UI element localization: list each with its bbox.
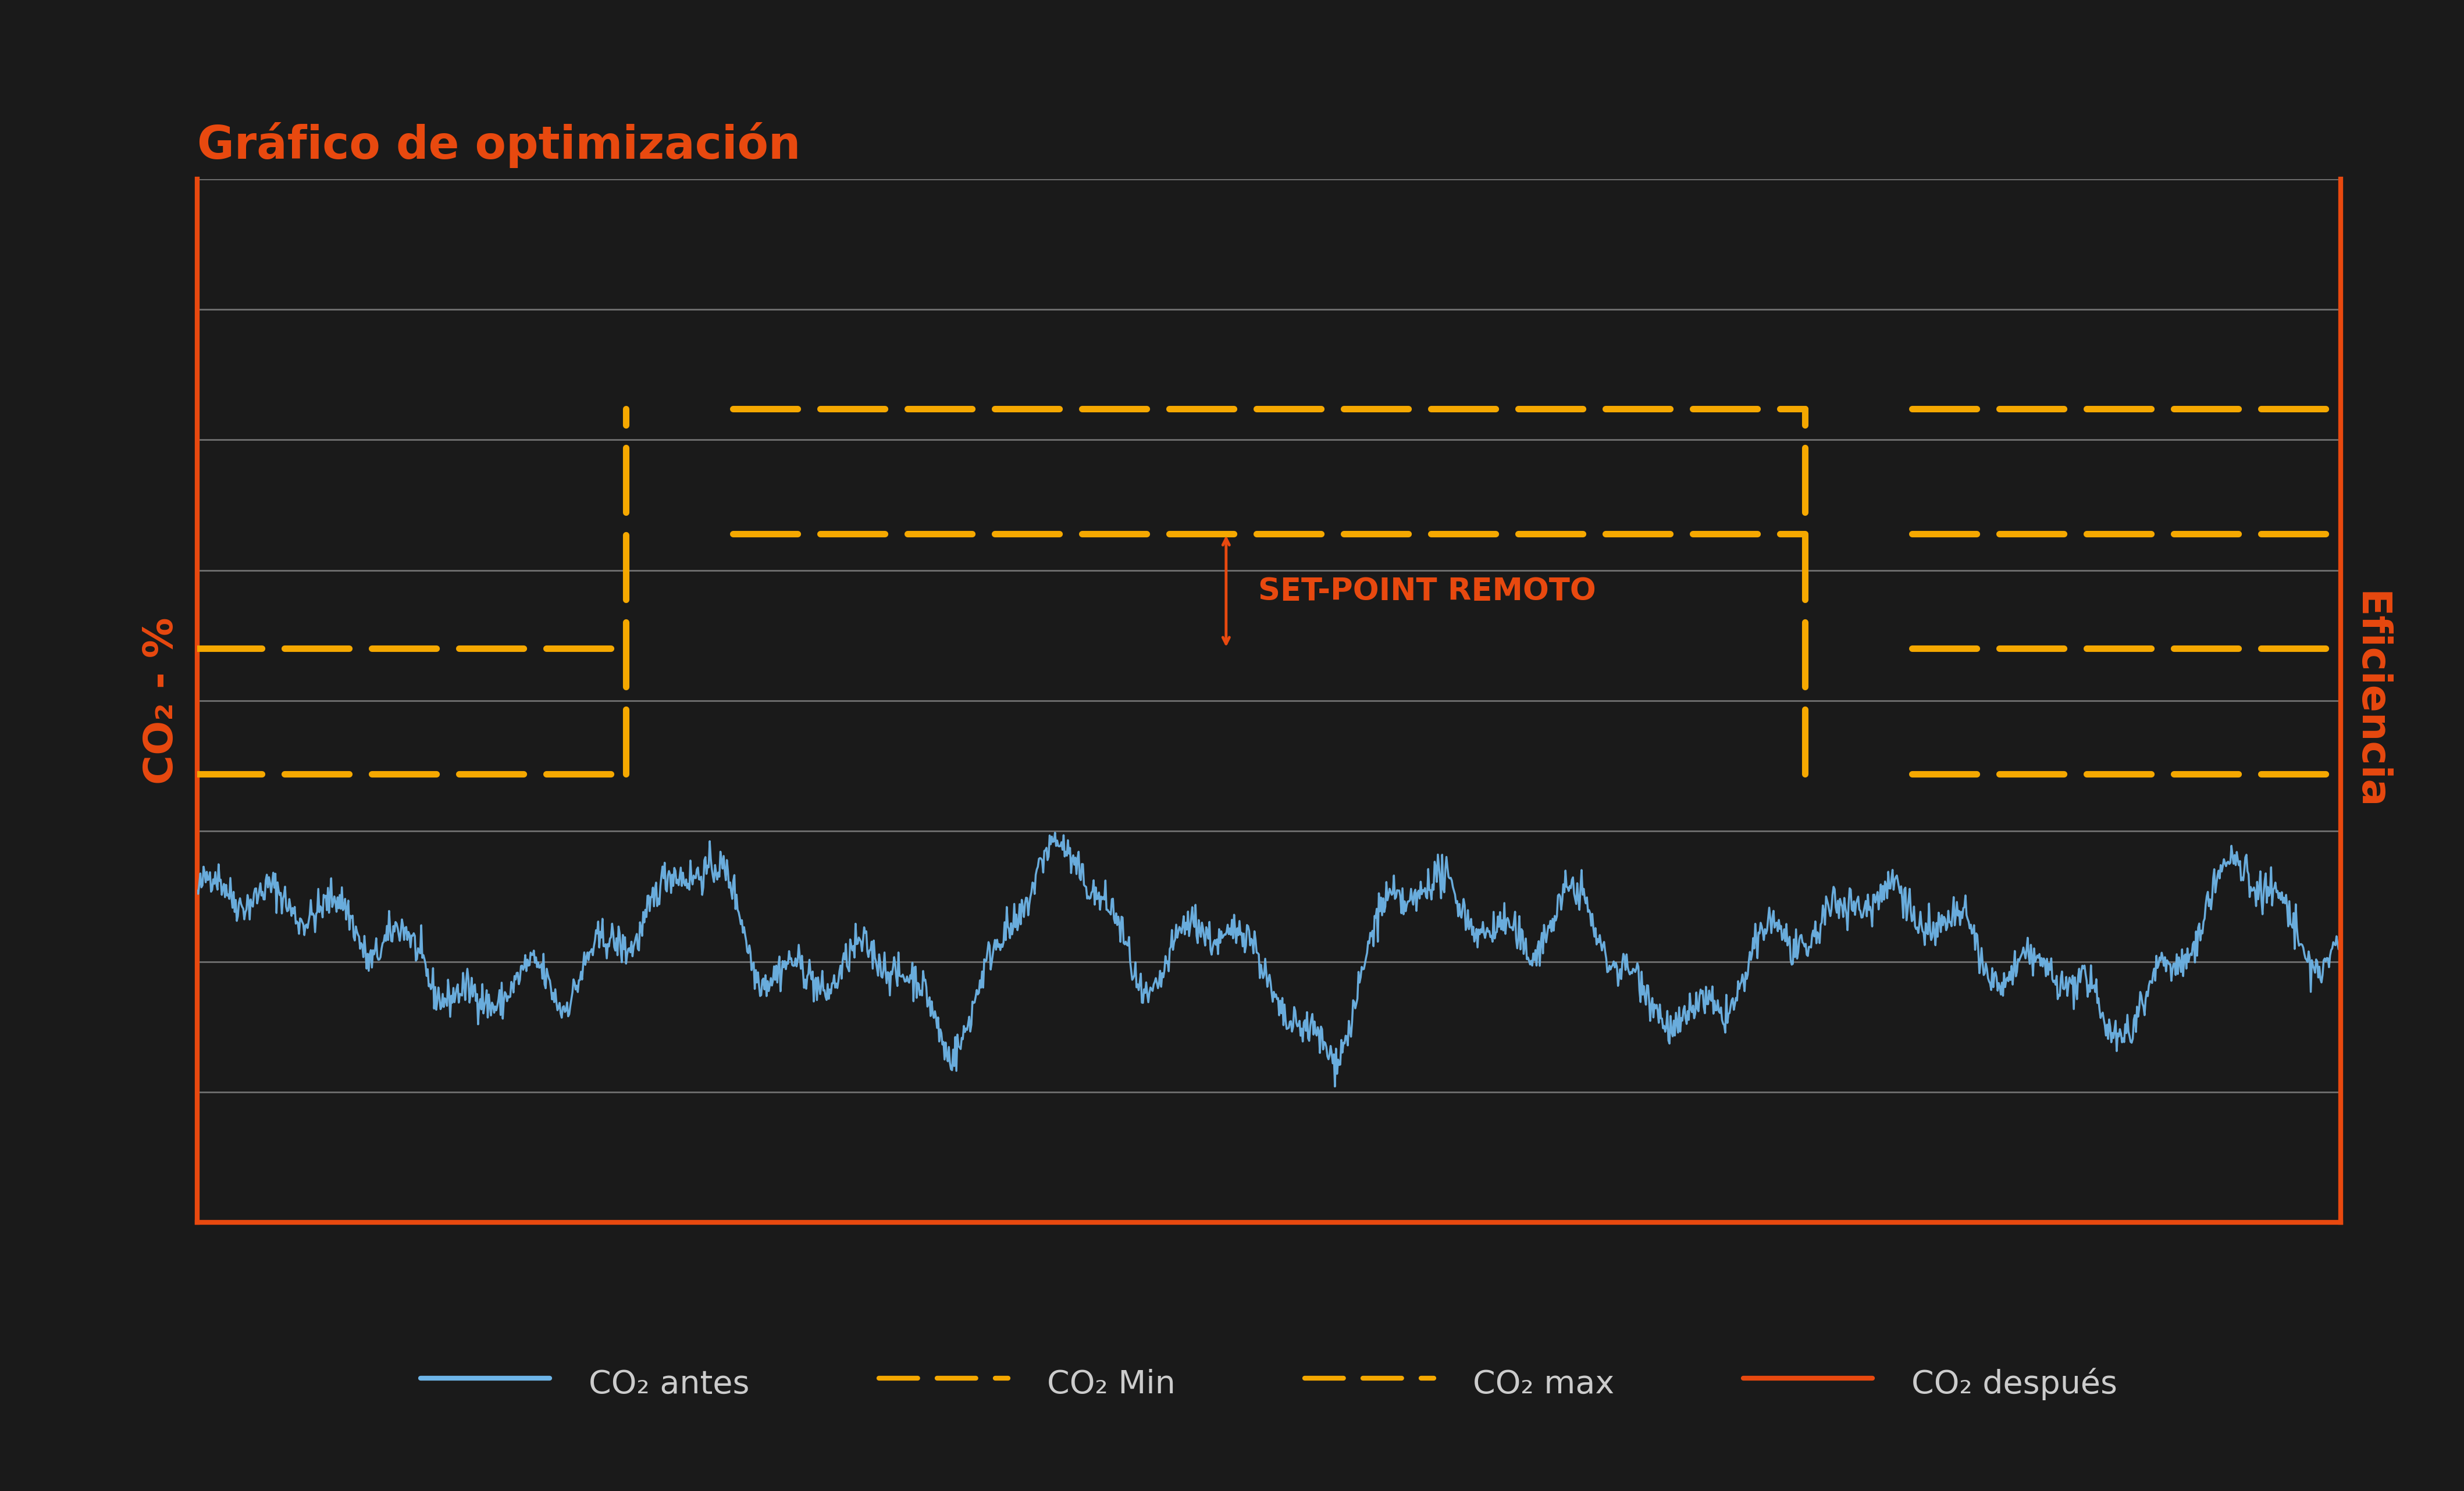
Text: SET-POINT REMOTO: SET-POINT REMOTO [1259,576,1597,607]
Y-axis label: CO₂ - %: CO₂ - % [143,617,180,784]
Text: Gráfico de optimización: Gráfico de optimización [197,122,801,168]
Legend: CO₂ antes, CO₂ Min, CO₂ max, CO₂ después: CO₂ antes, CO₂ Min, CO₂ max, CO₂ después [407,1349,2131,1415]
Y-axis label: Eficiencia: Eficiencia [2351,592,2390,810]
